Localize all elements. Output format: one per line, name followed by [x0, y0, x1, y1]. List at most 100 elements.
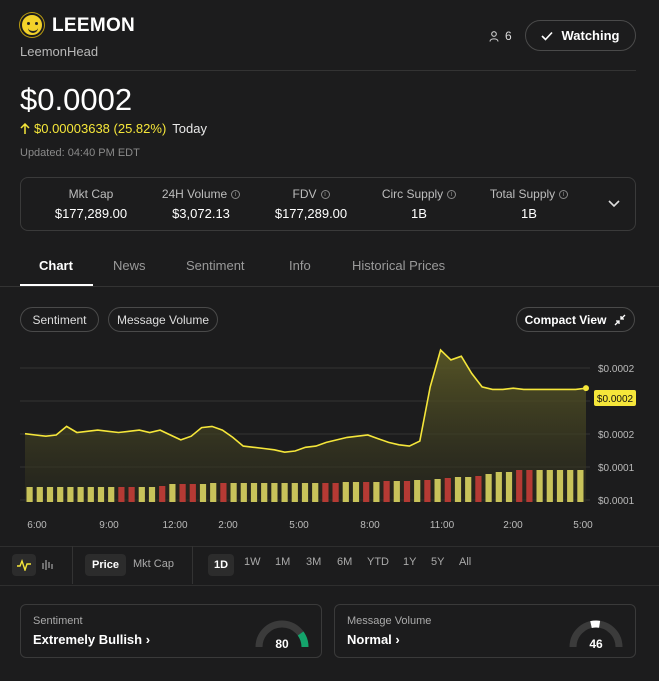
y-axis-label: $0.0002 [598, 430, 635, 441]
stat-value: 1B [411, 206, 427, 221]
info-icon[interactable]: i [231, 189, 241, 199]
coin-logo [20, 13, 44, 37]
volume-bar [26, 487, 33, 502]
tab-news[interactable]: News [113, 258, 146, 273]
stat-label: Mkt Cap [68, 187, 114, 201]
timeframe-1m[interactable]: 1M [275, 556, 291, 568]
current-price-tag-label: $0.0002 [597, 394, 634, 405]
chevron-right-icon: › [145, 632, 151, 647]
chevron-right-icon: › [395, 632, 400, 647]
volume-bar [393, 481, 400, 502]
price-chart[interactable]: $0.0002 $0.0002 $0.0001 $0.0001 $0.0002 6:0… [20, 345, 640, 530]
stat-label: 24H Volume [161, 187, 228, 201]
check-icon [541, 31, 554, 41]
bar-chart-icon[interactable] [41, 559, 55, 571]
volume-bar [383, 481, 390, 502]
compact-view-button[interactable]: Compact View [516, 307, 635, 332]
info-icon[interactable]: i [320, 189, 330, 199]
volume-bar [424, 480, 431, 502]
timeframe-3m[interactable]: 3M [306, 556, 322, 568]
watching-button[interactable]: Watching [525, 20, 636, 51]
timeframe-ytd[interactable]: YTD [367, 556, 389, 568]
volume-bar [352, 482, 360, 502]
message-volume-card-value: Normal › [347, 632, 400, 647]
volume-bar [567, 470, 574, 502]
stat-value: $177,289.00 [274, 206, 348, 221]
price-change-value: $0.00003638 (25.82%) [34, 121, 167, 136]
volume-bar [363, 482, 370, 502]
chevron-down-icon[interactable] [608, 200, 620, 208]
volume-bar [210, 483, 217, 502]
volume-bar [546, 470, 553, 502]
x-axis-label: 5:00 [289, 520, 309, 530]
timeframe-all[interactable]: All [459, 556, 472, 568]
volume-bar [77, 487, 84, 502]
volume-bar [332, 483, 339, 502]
line-chart-icon [17, 559, 31, 571]
sentiment-score: 80 [275, 637, 289, 651]
x-axis-label: 2:00 [503, 520, 523, 530]
sentiment-card-label: Sentiment [33, 615, 83, 627]
updated-time: Updated: 04:40 PM EDT [20, 147, 140, 159]
sentiment-toggle[interactable]: Sentiment [20, 307, 99, 332]
x-axis-label: 11:00 [430, 520, 455, 530]
mktcap-mode-button[interactable]: Mkt Cap [133, 558, 174, 570]
arrow-up-icon [20, 122, 30, 134]
x-axis-label: 8:00 [360, 520, 380, 530]
timeframe-5y[interactable]: 5Y [431, 556, 445, 568]
volume-bar [67, 487, 74, 502]
sentiment-gauge: 80 [255, 620, 309, 651]
user-icon [489, 30, 499, 42]
y-axis-label: $0.0001 [598, 463, 635, 474]
info-icon[interactable]: i [447, 189, 457, 199]
x-axis-label: 9:00 [99, 520, 119, 530]
price-mode-button[interactable]: Price [85, 554, 126, 576]
volume-bar [444, 478, 451, 502]
volume-bar [495, 472, 502, 502]
x-axis-label: 5:00 [573, 520, 593, 530]
coin-name: LeemonHead [20, 44, 99, 59]
message-volume-card[interactable]: Message Volume Normal › 46 [334, 604, 636, 658]
sentiment-card-value: Extremely Bullish › [33, 632, 151, 647]
watchers-count[interactable]: 6 [489, 29, 512, 43]
volume-bar [220, 483, 227, 502]
volume-bar [169, 484, 176, 502]
compact-view-label: Compact View [524, 312, 607, 327]
x-axis-label: 6:00 [27, 520, 47, 530]
tab-sentiment[interactable]: Sentiment [186, 258, 245, 273]
tab-info[interactable]: Info [289, 258, 311, 273]
sentiment-card[interactable]: Sentiment Extremely Bullish › 80 [20, 604, 322, 658]
stat-mkt-cap: Mkt Cap $177,289.00 [36, 187, 146, 221]
last-price-dot [583, 385, 589, 392]
tab-chart[interactable]: Chart [39, 258, 73, 273]
timeframe-1y[interactable]: 1Y [403, 556, 417, 568]
header-divider [20, 70, 636, 71]
volume-bar [97, 487, 105, 502]
info-icon[interactable]: i [559, 189, 569, 199]
volume-bar [261, 483, 268, 502]
volume-bar [128, 487, 135, 502]
volume-bar [414, 480, 421, 502]
timeframe-1w[interactable]: 1W [244, 556, 261, 568]
tab-historical-prices[interactable]: Historical Prices [352, 258, 446, 273]
volume-bar [87, 487, 94, 502]
volume-bar [281, 483, 288, 502]
stat-circ-supply: Circ Supply i 1B [364, 187, 474, 221]
volume-bar [108, 487, 115, 502]
x-axis-label: 2:00 [218, 520, 238, 530]
volume-bar [230, 483, 237, 502]
stat-value: 1B [521, 206, 537, 221]
volume-bar [138, 487, 145, 502]
volume-bar [454, 477, 462, 502]
message-volume-toggle[interactable]: Message Volume [108, 307, 218, 332]
y-axis-label: $0.0002 [598, 364, 635, 375]
message-volume-gauge: 46 [569, 620, 623, 651]
volume-bar [312, 483, 319, 502]
volume-bar [526, 470, 533, 502]
line-chart-toggle[interactable] [12, 554, 36, 576]
volume-bar [189, 484, 196, 502]
volume-bar [322, 483, 329, 502]
timeframe-6m[interactable]: 6M [337, 556, 353, 568]
timeframe-1d[interactable]: 1D [208, 554, 234, 576]
stat-24h-volume: 24H Volume i $3,072.13 [146, 187, 256, 221]
